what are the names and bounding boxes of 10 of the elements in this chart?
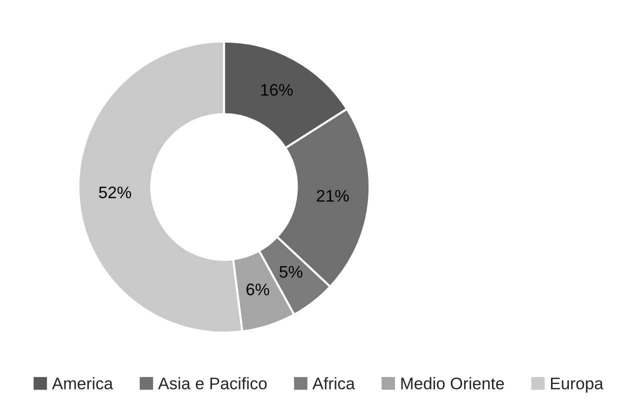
legend-label: Africa: [312, 377, 355, 390]
data-label: 5%: [280, 266, 302, 278]
legend-label: Asia e Pacifico: [158, 377, 267, 390]
data-label: 52%: [99, 186, 132, 198]
legend-label: Europa: [551, 378, 604, 393]
data-label: 6%: [246, 284, 270, 296]
data-label: 21%: [316, 190, 349, 202]
legend-label: America: [52, 377, 114, 390]
data-label: 16%: [261, 84, 293, 96]
legend-label: Medio Oriente: [401, 377, 504, 390]
